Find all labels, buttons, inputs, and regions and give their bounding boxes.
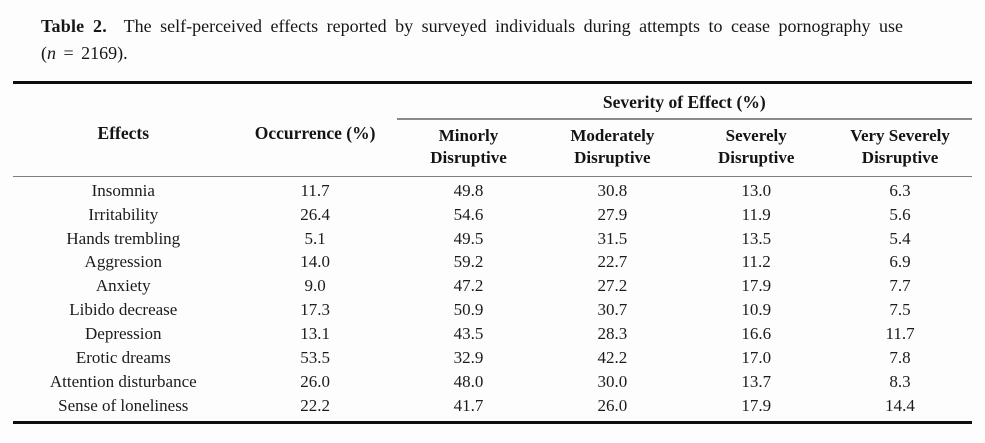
occurrence-value: 14.0 [300,252,330,272]
severity-severely-value: 11.9 [741,204,771,224]
severity-very-severely-value: 7.7 [889,276,911,296]
table-row: Insomnia 11.7 49.8 30.8 13.0 6.3 [13,176,972,203]
effect-name: Anxiety [95,276,151,296]
effect-name: Attention disturbance [49,372,197,391]
table-row: Hands trembling 5.1 49.5 31.5 13.5 5.4 [13,227,972,251]
caption-text: The self-perceived effects reported by s… [41,16,903,63]
col-header-occurrence: Occurrence (%) [233,82,397,177]
severity-minorly-value: 59.2 [453,252,484,272]
col-header-very-severely-disruptive: Very Severely Disruptive [828,119,972,177]
severity-moderately-value: 42.2 [597,348,628,368]
severity-moderately-value: 30.7 [597,300,628,320]
effect-name: Erotic dreams [75,348,171,368]
caption-text-end: = 2169). [56,42,128,63]
effect-name: Irritability [88,204,159,224]
table-row: Depression 13.1 43.5 28.3 16.6 11.7 [13,323,972,347]
severity-minorly-value: 43.5 [453,324,484,344]
severity-minorly-value: 32.9 [453,348,484,368]
severity-moderately-value: 27.9 [597,204,628,224]
severity-minorly-value: 49.5 [453,228,484,248]
severity-very-severely-value: 7.5 [889,300,911,320]
severity-moderately-value: 28.3 [597,324,628,344]
occurrence-value: 9.0 [304,276,326,296]
severity-moderately-value: 27.2 [597,276,628,296]
severity-minorly-value: 48.0 [453,372,484,391]
col-group-header-severity: Severity of Effect (%) [396,82,972,121]
effect-name: Depression [85,324,162,344]
header-group-row: Effects Occurrence (%) Severity of Effec… [13,82,972,177]
table-row: Libido decrease 17.3 50.9 30.7 10.9 7.5 [13,299,972,323]
occurrence-value: 22.2 [300,395,330,415]
occurrence-value: 53.5 [300,348,330,368]
table-body: Insomnia 11.7 49.8 30.8 13.0 6.3 Irritab… [13,176,972,422]
severity-moderately-value: 26.0 [597,395,628,415]
occurrence-value: 26.0 [300,372,330,391]
severity-severely-value: 17.9 [741,395,772,415]
severity-moderately-value: 31.5 [597,228,628,248]
occurrence-value: 13.1 [300,324,330,344]
severity-severely-value: 11.2 [741,252,771,272]
occurrence-value: 5.1 [304,228,326,248]
severity-severely-value: 13.0 [741,180,772,200]
table-row: Erotic dreams 53.5 32.9 42.2 17.0 7.8 [13,347,972,371]
table-row: Sense of loneliness 22.2 41.7 26.0 17.9 … [13,394,972,422]
effect-name: Insomnia [91,180,155,200]
table-row: Anxiety 9.0 47.2 27.2 17.9 7.7 [13,275,972,299]
severity-moderately-value: 30.0 [597,372,628,391]
occurrence-value: 26.4 [300,204,330,224]
severity-moderately-value: 30.8 [597,180,628,200]
severity-minorly-value: 47.2 [453,276,484,296]
severity-severely-value: 10.9 [741,300,772,320]
paper-page: Table 2. The self-perceived effects repo… [0,13,985,443]
col-header-severely-disruptive: Severely Disruptive [684,119,829,177]
severity-severely-value: 13.5 [741,228,772,248]
severity-very-severely-value: 6.9 [889,252,911,272]
col-header-minorly-disruptive: Minorly Disruptive [396,119,541,177]
col-header-effects: Effects [13,82,234,177]
effect-name: Sense of loneliness [58,395,189,415]
severity-very-severely-value: 5.4 [889,228,911,248]
severity-moderately-value: 22.7 [597,252,628,272]
severity-very-severely-value: 11.7 [885,324,915,344]
severity-very-severely-value: 5.6 [889,204,911,224]
col-header-moderately-disruptive: Moderately Disruptive [540,119,685,177]
severity-severely-value: 17.9 [741,276,772,296]
severity-minorly-value: 41.7 [453,395,484,415]
table-row: Irritability 26.4 54.6 27.9 11.9 5.6 [13,203,972,227]
severity-severely-value: 16.6 [741,324,772,344]
severity-very-severely-value: 7.8 [889,348,911,368]
effect-name: Aggression [84,252,162,272]
header-sub-row: Minorly Disruptive Moderately Disruptive… [13,119,972,177]
severity-severely-value: 17.0 [741,348,772,368]
severity-very-severely-value: 8.3 [889,372,911,391]
table-caption: Table 2. The self-perceived effects repo… [41,13,903,66]
caption-n-symbol: n [47,42,56,63]
severity-severely-value: 13.7 [741,372,772,391]
severity-minorly-value: 49.8 [453,180,484,200]
severity-very-severely-value: 6.3 [889,180,911,200]
severity-minorly-value: 50.9 [453,300,484,320]
caption-label: Table 2. [41,16,107,36]
effects-table: Effects Occurrence (%) Severity of Effec… [13,81,972,424]
table-header: Effects Occurrence (%) Severity of Effec… [13,82,972,177]
table-row: Attention disturbance 26.0 48.0 30.0 13.… [13,371,972,395]
severity-minorly-value: 54.6 [453,204,484,224]
severity-very-severely-value: 14.4 [885,395,915,415]
occurrence-value: 17.3 [300,300,330,320]
occurrence-value: 11.7 [300,180,330,200]
effect-name: Hands trembling [66,228,181,248]
effect-name: Libido decrease [69,300,178,320]
table-row: Aggression 14.0 59.2 22.7 11.2 6.9 [13,251,972,275]
